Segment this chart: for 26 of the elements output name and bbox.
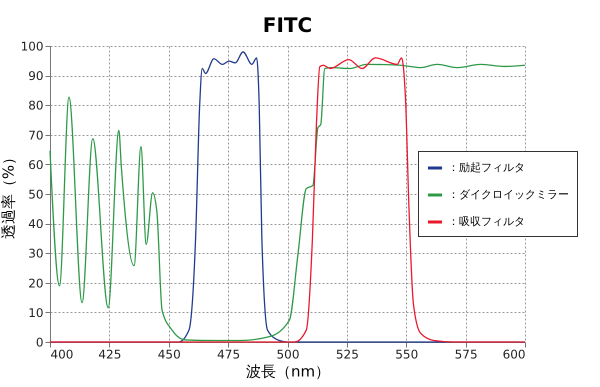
y-tick-label: 90 xyxy=(28,69,44,84)
legend-label: ：吸収フィルタ xyxy=(448,215,525,228)
y-tick-label: 50 xyxy=(28,188,44,202)
y-tick-label: 100 xyxy=(20,40,44,54)
x-tick-label: 400 xyxy=(50,348,74,362)
legend-label: ：励起フィルタ xyxy=(448,161,525,174)
x-tick-label: 450 xyxy=(158,348,181,362)
y-tick-label: 10 xyxy=(28,306,44,320)
y-tick-label: 0 xyxy=(36,336,44,350)
chart-title: FITC xyxy=(262,13,312,37)
x-tick-label: 500 xyxy=(276,348,300,362)
y-tick-label: 80 xyxy=(28,98,44,113)
x-axis-title: 波長（nm） xyxy=(246,362,330,380)
x-tick-label: 550 xyxy=(395,348,418,362)
legend-label: ：ダイクロイックミラー xyxy=(448,188,569,201)
y-tick-label: 20 xyxy=(28,276,44,290)
y-tick-label: 40 xyxy=(28,217,44,232)
y-axis-title: 透過率（%） xyxy=(0,150,18,240)
x-tick-label: 475 xyxy=(217,348,240,362)
x-tick-label: 525 xyxy=(336,348,359,362)
x-tick-label: 575 xyxy=(454,348,478,362)
x-tick-label: 425 xyxy=(98,348,122,362)
y-tick-label: 70 xyxy=(28,128,44,142)
x-tick-label: 600 xyxy=(502,348,526,362)
y-tick-label: 30 xyxy=(28,246,44,261)
y-tick-label: 60 xyxy=(28,158,44,172)
